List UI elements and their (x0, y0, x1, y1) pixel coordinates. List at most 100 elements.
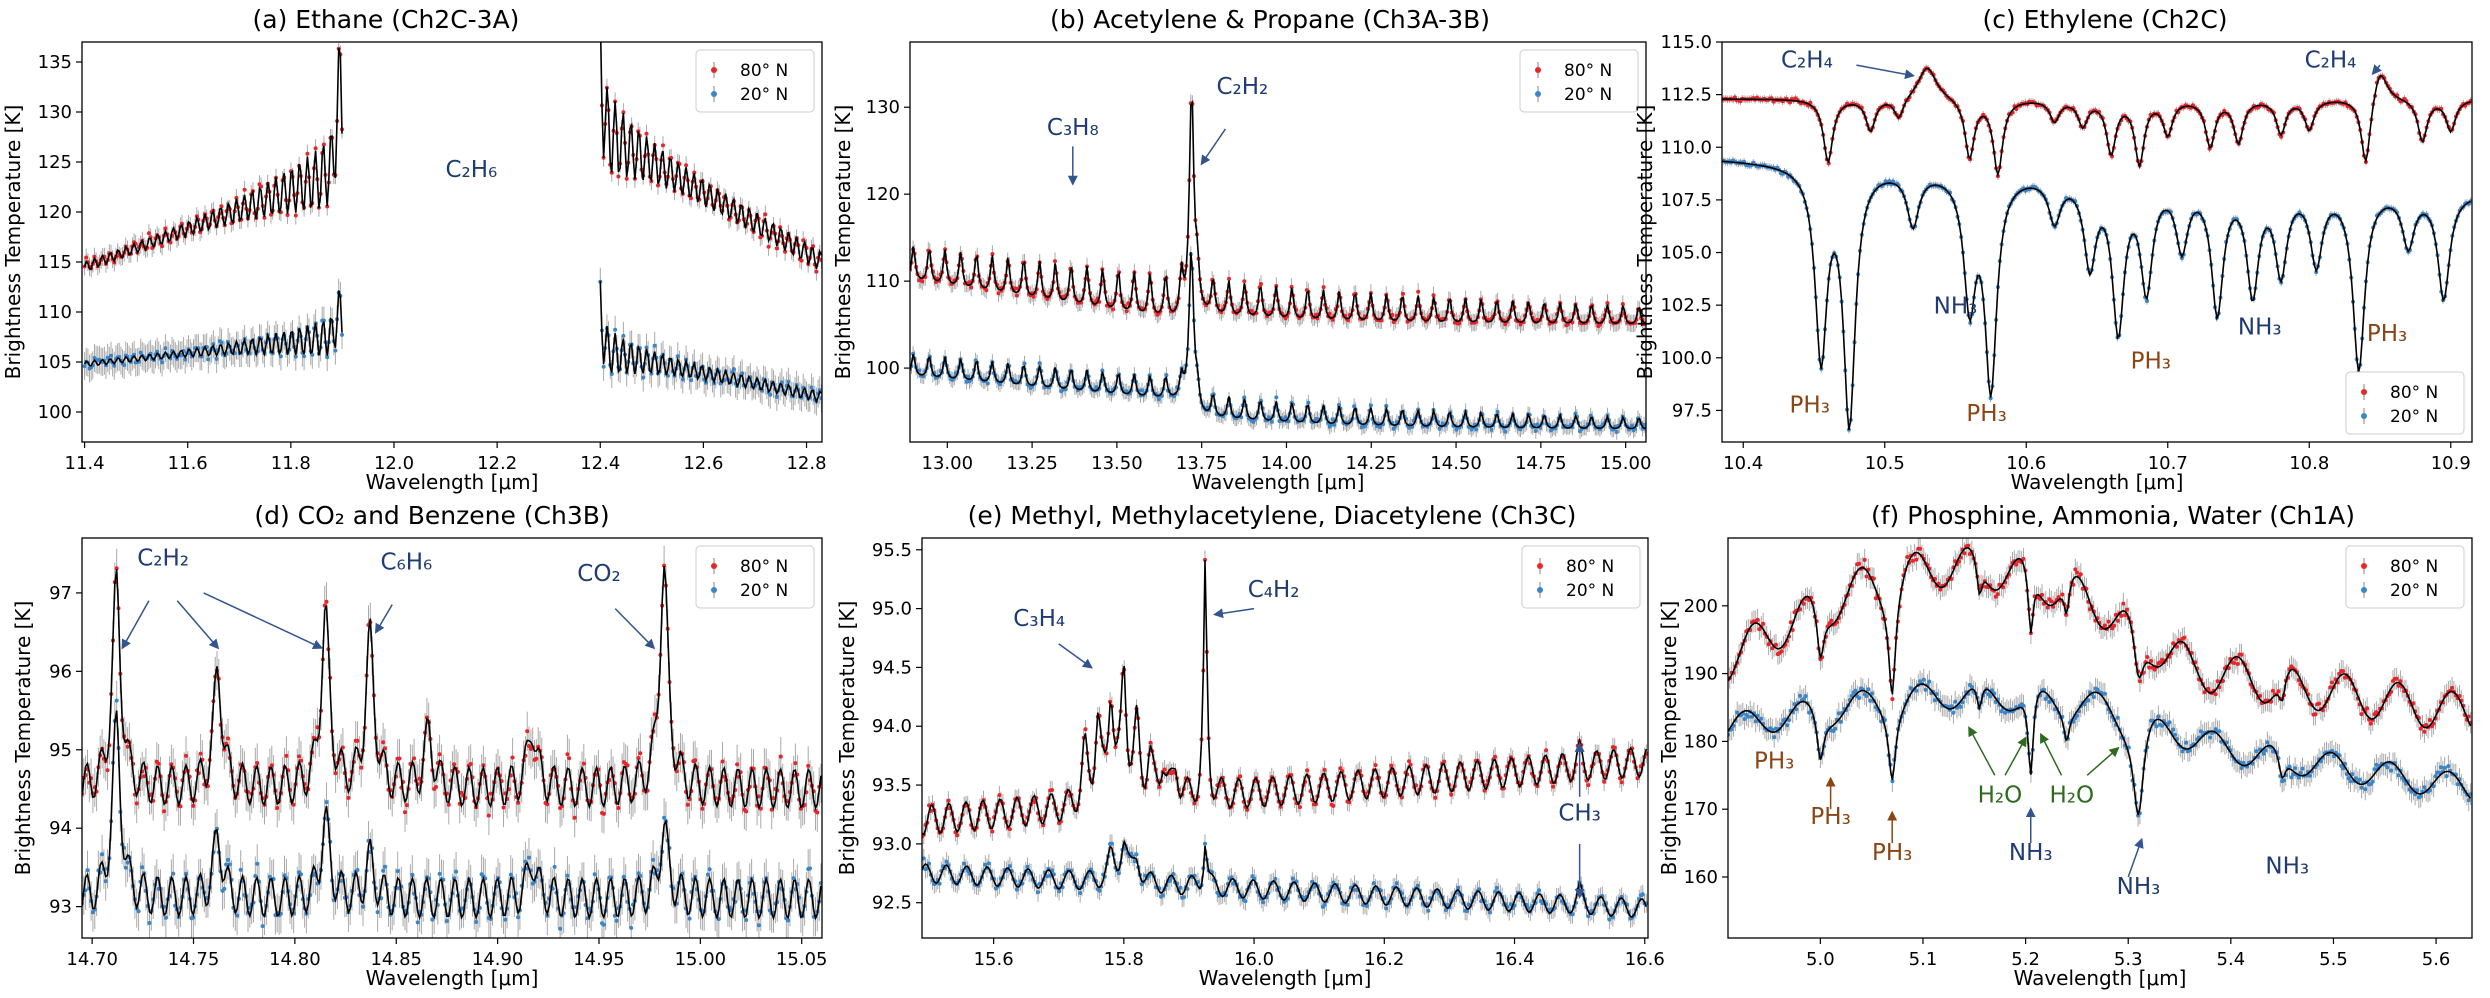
x-tick-label: 15.05 (776, 949, 828, 970)
data-point (1864, 574, 1869, 579)
data-point (786, 918, 791, 923)
x-tick-label: 13.00 (922, 453, 974, 474)
data-point (674, 769, 679, 774)
data-point (740, 371, 745, 376)
x-tick-label: 16.2 (1364, 949, 1404, 970)
data-point (2064, 612, 2068, 617)
data-point (1551, 784, 1556, 789)
data-point (2156, 714, 2161, 719)
data-point (649, 371, 654, 376)
data-point (162, 809, 167, 814)
annotation-label: PH₃ (1966, 401, 2006, 427)
data-point (613, 327, 618, 332)
data-point (1259, 398, 1263, 403)
data-point (340, 745, 345, 750)
data-point (1586, 914, 1591, 919)
data-point (2184, 740, 2189, 745)
plot-content (82, 546, 822, 938)
data-point (2328, 685, 2333, 690)
data-point (474, 920, 479, 924)
data-point (444, 919, 449, 923)
data-point (962, 861, 967, 866)
data-point (82, 364, 87, 369)
data-point (768, 392, 773, 397)
error-bars (922, 834, 1647, 929)
data-point (2160, 723, 2165, 728)
data-point (1215, 890, 1220, 895)
data-point (1431, 293, 1436, 298)
data-point (163, 346, 168, 351)
data-point (964, 379, 969, 384)
data-point (1870, 691, 1875, 696)
data-point (819, 881, 822, 885)
legend-label: 80° N (2390, 383, 2438, 403)
y-axis-label: Brightness Temperature [K] (1, 105, 25, 380)
legend-label: 20° N (740, 85, 788, 105)
data-point (1938, 587, 1943, 592)
data-point (417, 776, 422, 781)
data-point (1416, 289, 1421, 294)
data-point (1493, 754, 1498, 759)
legend-box (2345, 371, 2465, 435)
data-point (1389, 763, 1394, 768)
axes-frame (921, 537, 1649, 939)
x-tick-label: 10.7 (2148, 453, 2188, 474)
data-point (581, 761, 586, 766)
data-point (1862, 557, 1867, 562)
data-point (2091, 695, 2096, 699)
data-point (1053, 259, 1057, 264)
data-point (155, 349, 160, 354)
x-tick-label: 10.5 (1865, 453, 1905, 474)
data-point (1533, 429, 1538, 433)
data-point (2102, 623, 2107, 628)
data-point (1327, 311, 1332, 316)
y-tick-label: 95.0 (872, 599, 912, 620)
x-tick-label: 12.6 (683, 453, 723, 474)
y-tick-label: 110.0 (1660, 137, 1712, 158)
data-point (1289, 284, 1294, 289)
data-point (510, 755, 515, 760)
annotation-label: C₂H₄ (2305, 47, 2357, 73)
data-point (302, 354, 307, 359)
data-point (1742, 717, 1747, 721)
data-point (689, 378, 693, 383)
data-point (100, 852, 105, 857)
data-point (598, 13, 602, 17)
data-point (527, 855, 531, 860)
data-point (1322, 767, 1327, 772)
data-point (638, 751, 643, 756)
data-point (2198, 729, 2203, 734)
data-point (1116, 871, 1121, 876)
data-point (1117, 270, 1122, 275)
y-tick-label: 100 (38, 402, 72, 423)
data-point (1338, 766, 1343, 771)
x-tick-label: 14.75 (168, 949, 220, 970)
model-line (82, 710, 822, 921)
x-tick-label: 14.50 (1430, 453, 1482, 474)
data-point (333, 348, 338, 353)
data-point (224, 862, 229, 867)
x-tick-label: 15.00 (675, 949, 727, 970)
data-point (1890, 697, 1895, 702)
data-point (163, 226, 168, 231)
annotation-label: C₃H₈ (1047, 115, 1099, 141)
data-point (2086, 698, 2091, 703)
data-point (1269, 419, 1274, 424)
model-line (910, 252, 1646, 430)
data-point (720, 759, 725, 764)
data-point (2368, 721, 2373, 726)
data-point (1283, 415, 1288, 420)
data-point (1879, 719, 1884, 724)
data-point (183, 357, 188, 362)
y-tick-label: 92.5 (872, 893, 912, 914)
data-point (1999, 709, 2004, 714)
data-point (1245, 807, 1250, 812)
data-point (1050, 788, 1055, 792)
data-point (636, 756, 641, 760)
data-point (2213, 692, 2218, 697)
x-tick-label: 16.0 (1234, 949, 1274, 970)
data-point (269, 212, 273, 217)
data-point (381, 868, 386, 873)
legend-marker (1535, 91, 1541, 97)
